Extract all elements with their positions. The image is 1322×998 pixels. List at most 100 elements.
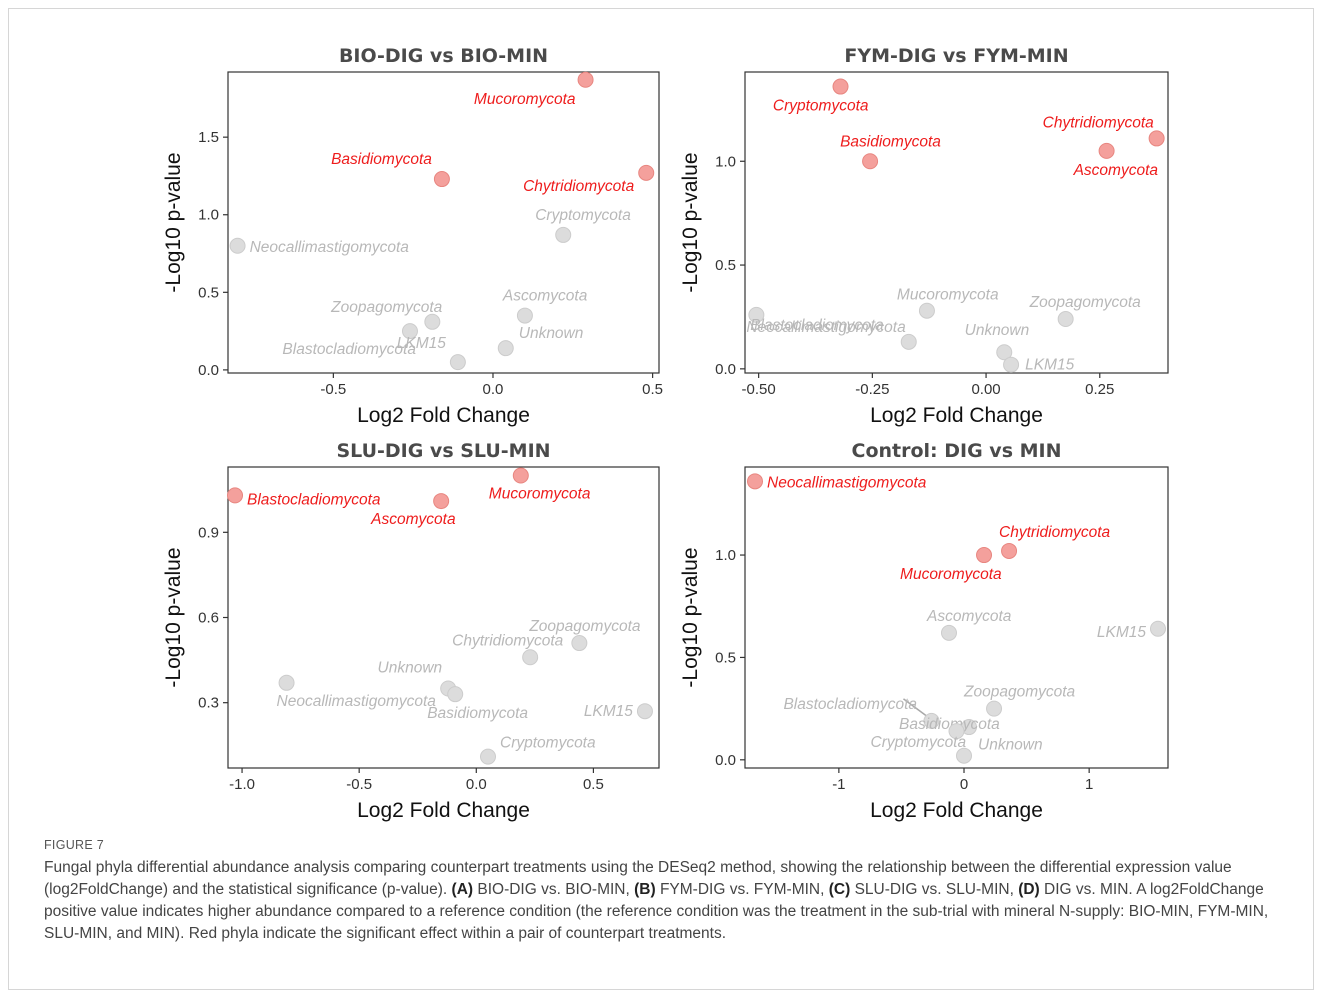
panel-3-point-blastocladiomycota xyxy=(227,487,244,504)
panel-3-label-neocallimastigomycota: Neocallimastigomycota xyxy=(277,693,437,710)
panel-2-y-axis-title: -Log10 p-value xyxy=(679,152,702,292)
panel-2-point-cryptomycota xyxy=(832,78,849,95)
panel-1-label-chytridiomycota: Chytridiomycota xyxy=(523,178,634,195)
panel-1-y-tick-label: 1.5 xyxy=(198,129,219,146)
panel-2-title: FYM-DIG vs FYM-MIN xyxy=(844,45,1068,67)
panel-2-y-tick-label: 1.0 xyxy=(715,153,736,170)
panel-3-x-tick-label: -0.5 xyxy=(346,776,372,793)
panel-2-y-tick-label: 0.0 xyxy=(715,361,736,378)
panel-1-point-lkm15 xyxy=(449,354,466,371)
panel-4-x-tick-label: 1 xyxy=(1085,776,1093,793)
panel-2-point-mucoromycota xyxy=(918,302,935,319)
panel-1-label-ascomycota: Ascomycota xyxy=(502,288,588,305)
panel-1-x-tick-label: 0.0 xyxy=(483,381,504,398)
caption-panel-b-key: (B) xyxy=(634,881,656,898)
panel-3-point-cryptomycota xyxy=(480,748,497,765)
panel-3-point-ascomycota xyxy=(433,493,450,510)
panel-3-point-chytridiomycota xyxy=(522,649,539,666)
panel-4-point-zoopagomycota xyxy=(986,700,1003,717)
panel-1-point-unknown xyxy=(497,340,514,357)
panel-2-point-neocallimastigomycota xyxy=(748,306,765,323)
panel-1-point-ascomycota xyxy=(516,307,533,324)
panel-3-point-basidiomycota xyxy=(447,686,464,703)
panel-2-label-mucoromycota: Mucoromycota xyxy=(897,287,999,304)
caption-panel-d-key: (D) xyxy=(1018,881,1040,898)
panel-4-y-axis-title: -Log10 p-value xyxy=(679,547,702,687)
panel-2-point-lkm15 xyxy=(1003,356,1020,373)
panel-1-label-zoopagomycota: Zoopagomycota xyxy=(330,299,443,316)
panel-2-point-basidiomycota xyxy=(862,153,879,170)
panel-3-label-unknown: Unknown xyxy=(378,659,443,676)
panel-3-label-zoopagomycota: Zoopagomycota xyxy=(528,618,641,635)
panel-4-point-lkm15 xyxy=(1149,620,1166,637)
panel-2-point-blastocladiomycota xyxy=(900,333,917,350)
panel-4-label-cryptomycota: Cryptomycota xyxy=(871,734,967,751)
panel-4-point-ascomycota xyxy=(940,624,957,641)
panel-4-label-basidiomycota: Basidiomycota xyxy=(899,716,1000,733)
panel-3-label-chytridiomycota: Chytridiomycota xyxy=(452,632,563,649)
panel-1-point-basidiomycota xyxy=(433,171,450,188)
panel-2-x-tick-label: -0.50 xyxy=(742,381,776,398)
panel-4-label-zoopagomycota: Zoopagomycota xyxy=(963,684,1076,701)
panel-4-point-mucoromycota xyxy=(976,547,993,564)
panel-3-y-tick-label: 0.3 xyxy=(198,695,219,712)
caption-panel-a-text: BIO-DIG vs. BIO-MIN, xyxy=(477,881,630,898)
panel-2-x-tick-label: -0.25 xyxy=(855,381,889,398)
panel-1-y-tick-label: 0.5 xyxy=(198,284,219,301)
panel-2-label-chytridiomycota: Chytridiomycota xyxy=(1043,114,1154,131)
panel-4-label-mucoromycota: Mucoromycota xyxy=(900,566,1002,583)
panel-1-y-tick-label: 1.0 xyxy=(198,207,219,224)
panel-4-point-blastocladiomycota xyxy=(923,712,940,729)
panel-4-y-tick-label: 1.0 xyxy=(715,547,736,564)
panel-4-x-tick-label: 0 xyxy=(960,776,968,793)
panel-3-x-tick-label: 0.0 xyxy=(466,776,487,793)
caption-panel-a-key: (A) xyxy=(451,881,474,898)
panel-1-x-tick-label: 0.5 xyxy=(642,381,663,398)
panel-3-label-mucoromycota: Mucoromycota xyxy=(489,486,591,503)
panel-1-label-mucoromycota: Mucoromycota xyxy=(474,91,576,108)
panel-1-x-tick-label: -0.5 xyxy=(320,381,346,398)
panel-2-x-axis-title: Log2 Fold Change xyxy=(870,404,1043,427)
panel-1-x-axis-title: Log2 Fold Change xyxy=(357,404,530,427)
panel-4-point-cryptomycota xyxy=(948,723,965,740)
figure-chart-area: BIO-DIG vs BIO-MIN -0.5 0.0 0.5 0.0 0.5 1.0 1.5… xyxy=(162,45,1169,822)
panel-3-plot-border xyxy=(227,466,660,769)
panel-2-label-neocallimastigomycota: Neocallimastigomycota xyxy=(746,319,906,336)
caption-panel-d-text: DIG vs. MIN. xyxy=(1044,881,1133,898)
panel-3-label-basidiomycota: Basidiomycota xyxy=(427,705,528,722)
panel-4-x-tick-label: -1 xyxy=(832,776,845,793)
panel-2-point-chytridiomycota xyxy=(1148,130,1165,147)
figure-caption: Fungal phyla differential abundance anal… xyxy=(44,857,1284,945)
panel-1-label-basidiomycota: Basidiomycota xyxy=(331,151,432,168)
caption-panel-c-text: SLU-DIG vs. SLU-MIN, xyxy=(854,881,1014,898)
panel-1-point-neocallimastigomycota xyxy=(229,237,246,254)
panel-3-x-tick-label: -1.0 xyxy=(229,776,255,793)
panel-1-plot-border xyxy=(227,71,660,374)
panel-3-y-tick-label: 0.9 xyxy=(198,524,219,541)
panel-3-y-axis-title: -Log10 p-value xyxy=(162,547,185,687)
panel-2-point-unknown xyxy=(996,344,1013,361)
panel-4-y-tick-label: 0.0 xyxy=(715,752,736,769)
caption-panel-b-text: FYM-DIG vs. FYM-MIN, xyxy=(659,881,825,898)
panel-3-x-tick-label: 0.5 xyxy=(583,776,604,793)
panel-4-label-lkm15: LKM15 xyxy=(1097,624,1146,641)
panel-2-label-lkm15: LKM15 xyxy=(1025,357,1074,374)
panel-3-point-zoopagomycota xyxy=(571,635,588,652)
figure-frame xyxy=(8,8,1314,990)
panel-1-title: BIO-DIG vs BIO-MIN xyxy=(339,45,548,67)
panel-4-label-unknown: Unknown xyxy=(978,737,1043,754)
panel-1-point-chytridiomycota xyxy=(638,164,655,181)
panel-2-x-tick-label: 0.25 xyxy=(1085,381,1114,398)
panel-3-title: SLU-DIG vs SLU-MIN xyxy=(336,440,550,462)
caption-intro: Fungal phyla differential abundance anal… xyxy=(44,859,1232,898)
panel-4-point-unknown xyxy=(956,747,973,764)
panel-2-label-unknown: Unknown xyxy=(965,322,1030,339)
panel-2-label-basidiomycota: Basidiomycota xyxy=(840,133,941,150)
caption-outro: A log2FoldChange positive value indicate… xyxy=(44,881,1269,942)
panel-1-point-cryptomycota xyxy=(555,226,572,243)
panel-1-label-unknown: Unknown xyxy=(519,325,584,342)
panel-2-label-ascomycota: Ascomycota xyxy=(1073,162,1159,179)
panel-1-point-zoopagomycota xyxy=(424,313,441,330)
panel-1-label-blastocladiomycota: Blastocladiomycota xyxy=(282,341,416,358)
panel-4-x-axis-title: Log2 Fold Change xyxy=(870,799,1043,822)
